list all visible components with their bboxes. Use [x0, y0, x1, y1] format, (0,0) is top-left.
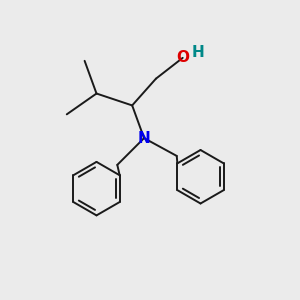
Text: N: N — [138, 130, 150, 146]
Text: O: O — [176, 50, 189, 65]
Text: H: H — [192, 45, 205, 60]
